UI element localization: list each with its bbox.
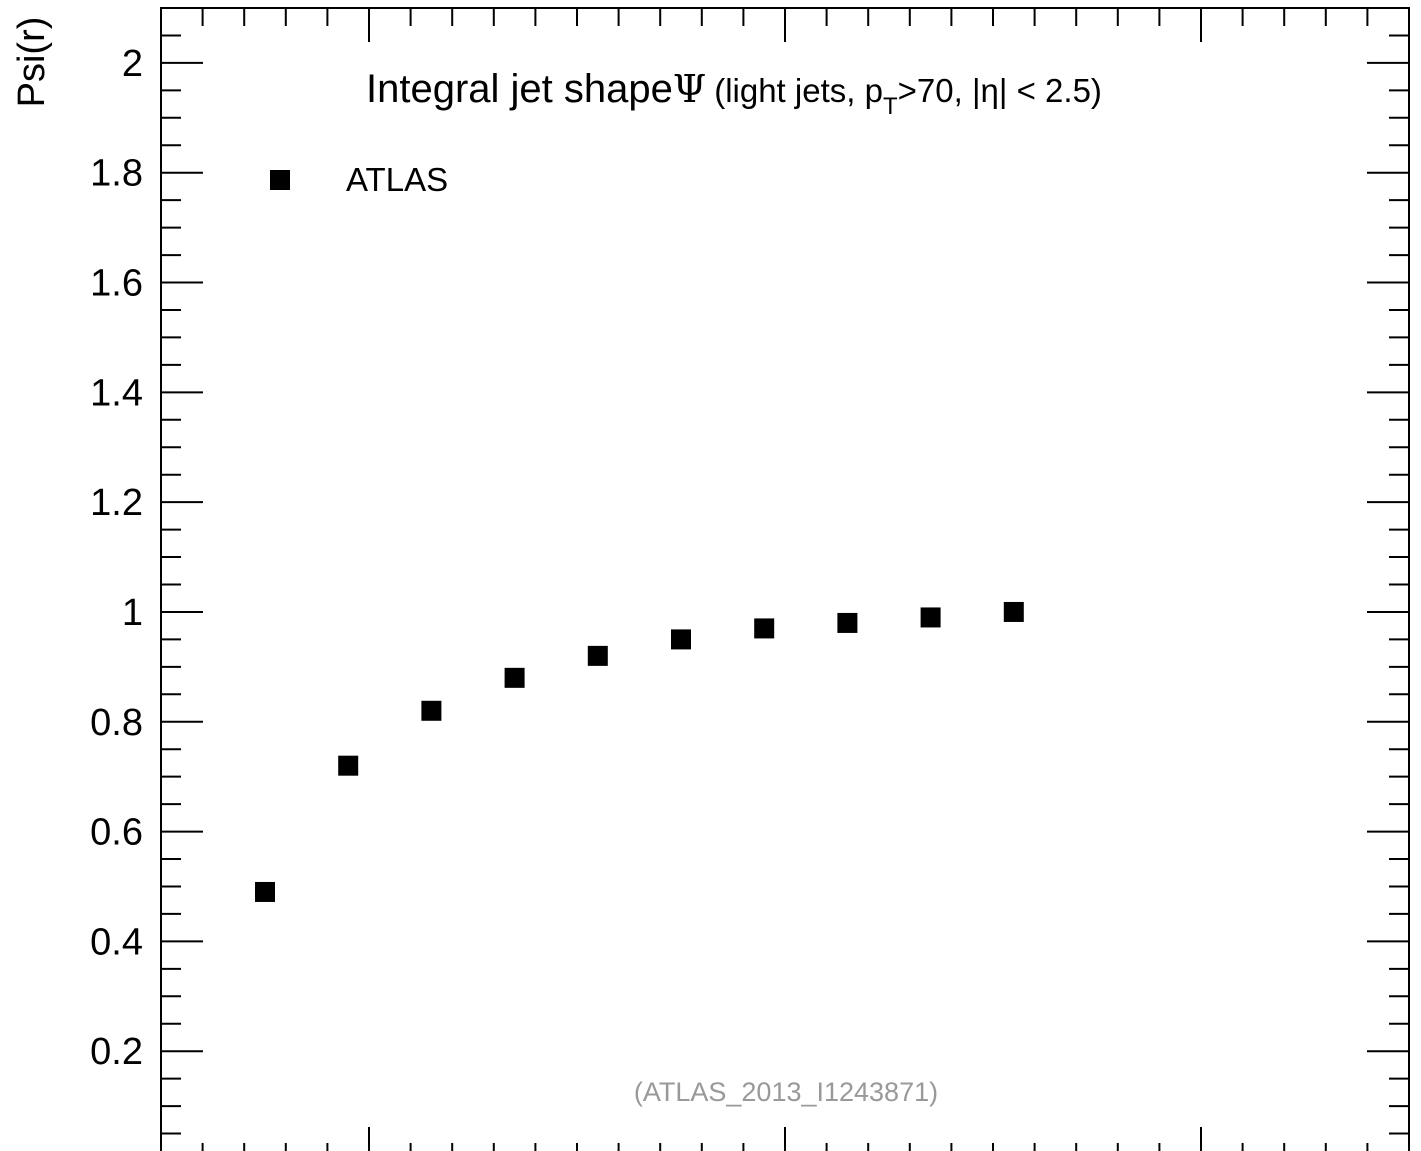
data-points — [255, 601, 1024, 902]
title-psi-symbol: Ψ — [673, 67, 706, 111]
y-tick-label: 0.2 — [90, 1031, 143, 1073]
y-tick-label: 0.6 — [90, 812, 143, 854]
legend-marker-atlas — [270, 170, 290, 190]
plot-frame — [160, 7, 1410, 1151]
y-tick-label: 1 — [122, 592, 143, 634]
data-point — [504, 667, 525, 688]
title-main: Integral jet shape — [366, 67, 673, 111]
title-subscript: T — [883, 93, 898, 120]
y-axis-label: Psi(r) — [11, 17, 53, 108]
y-tick-label: 0.4 — [90, 921, 143, 963]
data-point — [338, 755, 359, 776]
y-tick-label: 1.6 — [90, 263, 143, 305]
data-point — [754, 618, 775, 639]
title-sub-mid: >70, |η| < 2.5) — [898, 72, 1102, 109]
data-point — [920, 607, 941, 628]
data-point — [255, 881, 275, 902]
y-tick-label: 0.8 — [90, 702, 143, 744]
analysis-annotation: (ATLAS_2013_I1243871) — [634, 1077, 938, 1107]
data-point — [1003, 601, 1024, 622]
data-point — [587, 645, 608, 666]
y-tick-label: 1.4 — [90, 372, 143, 414]
legend: ATLAS — [270, 161, 448, 198]
data-point — [837, 612, 858, 633]
y-tick-label: 1.8 — [90, 153, 143, 195]
axis-ticks — [161, 7, 1409, 1151]
y-tick-labels: 0.2 0.4 0.6 0.8 1 1.2 1.4 1.6 1.8 2 — [90, 43, 143, 1073]
y-tick-label: 1.2 — [90, 482, 143, 524]
y-tick-label: 2 — [122, 43, 143, 85]
legend-label-atlas: ATLAS — [346, 161, 448, 198]
data-point — [421, 700, 442, 721]
chart-title: Integral jet shapeΨ (light jets, pT>70, |… — [366, 67, 1102, 120]
title-sub-open: (light jets, p — [714, 72, 883, 109]
data-point — [671, 629, 691, 650]
